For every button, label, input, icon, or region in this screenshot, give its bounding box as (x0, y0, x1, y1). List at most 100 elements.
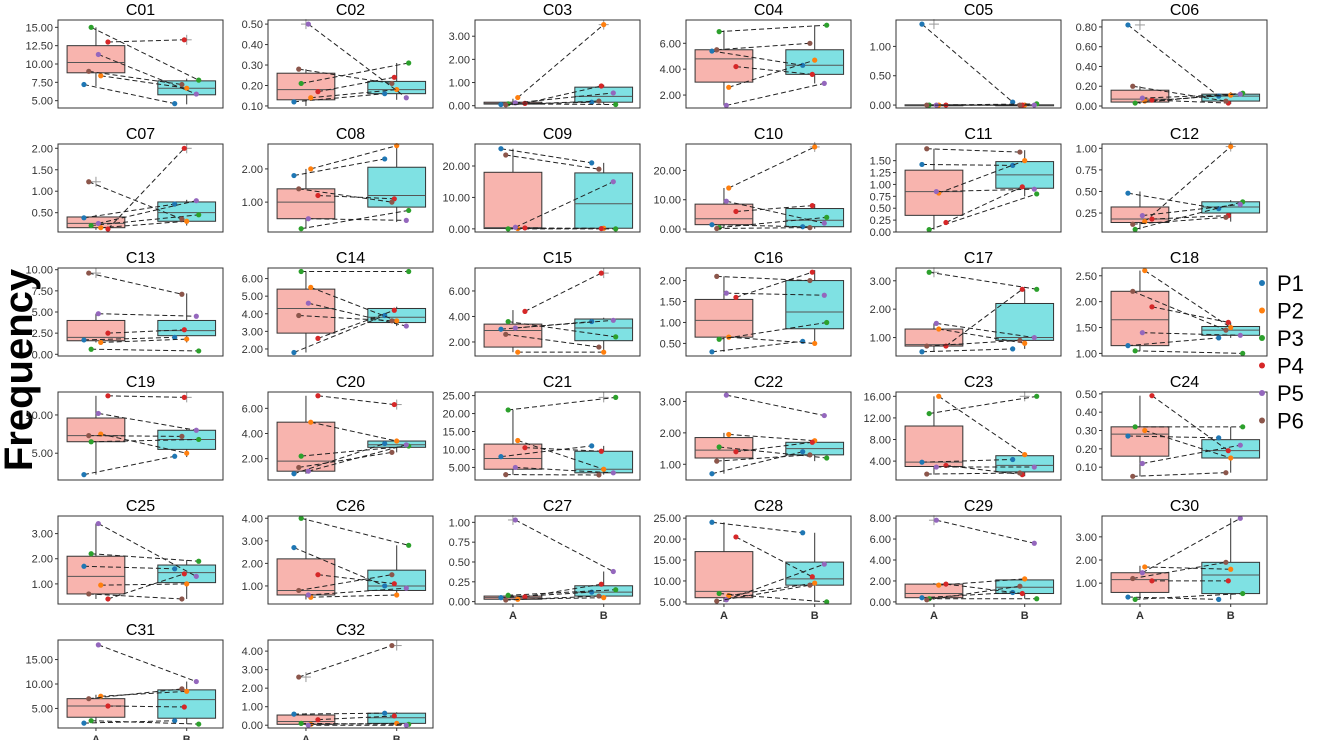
pair-line-p3 (508, 589, 616, 596)
point-p3-b (406, 60, 412, 66)
box-b (367, 166, 427, 208)
y-tick-label: 2.00 (242, 683, 263, 695)
y-tick-label: 10.00 (442, 444, 470, 456)
point-p3-b (406, 207, 412, 214)
point-p2-a (98, 73, 104, 79)
point-p5-a (95, 51, 101, 58)
y-tick-label: 0.50 (1076, 389, 1097, 401)
pair-line-p3 (719, 216, 827, 229)
pair-line-p1 (1127, 24, 1220, 97)
point-p3-a (298, 515, 304, 521)
pair-line-p1 (293, 93, 385, 103)
point-p5-b (1031, 540, 1037, 546)
y-tick-label: 8.00 (870, 435, 891, 447)
box-a (483, 443, 543, 470)
point-p1-b (800, 530, 806, 536)
point-p2-b (184, 450, 190, 456)
panel-title: C30 (1170, 498, 1199, 515)
pair-line-p1 (293, 158, 385, 177)
panel-c08: C08 2.00 1.00 (242, 126, 434, 233)
point-p3-b (1240, 424, 1246, 430)
panel-title: C12 (1170, 126, 1199, 143)
box-b (157, 689, 217, 719)
point-p2-b (394, 592, 400, 598)
panel-c01: C01 15.00 12.50 10.00 7.50 5.00 (25, 2, 224, 109)
point-p3-b (1240, 350, 1246, 357)
point-p1-a (498, 595, 504, 601)
legend-item-p6: P6 (1259, 409, 1304, 434)
box-b (574, 86, 634, 103)
point-p1-a (919, 349, 925, 355)
y-tick-label: 6.00 (870, 534, 891, 546)
point-p5-a (95, 520, 101, 527)
point-p1-b (800, 62, 806, 68)
point-p5-a (933, 517, 939, 523)
panel-title: C29 (964, 498, 993, 515)
panel-frame (895, 267, 1062, 357)
panel-c31: C31 15.00 10.00 5.00 A B (25, 622, 224, 740)
point-p3-b (824, 319, 830, 326)
legend-swatch (1259, 390, 1265, 396)
y-tick-label: 0.00 (660, 224, 681, 236)
point-p5-a (305, 216, 311, 222)
point-p1-b (1010, 162, 1016, 169)
point-p4-a (315, 192, 321, 199)
point-p3-b (196, 558, 202, 564)
pair-line-p4 (1151, 99, 1229, 104)
pair-line-p6 (1132, 290, 1227, 331)
y-tick-label: 4.00 (449, 311, 470, 323)
point-p2-b (184, 336, 190, 342)
panel-c04: C04 6.00 4.00 2.00 (660, 2, 852, 109)
point-p2-a (726, 84, 732, 90)
y-tick-label: 20.00 (442, 409, 470, 421)
pair-line-p6 (926, 472, 1020, 475)
y-tick-label: 6.00 (242, 274, 263, 286)
point-p1-a (291, 172, 297, 179)
point-p3-a (1132, 100, 1138, 106)
point-p5-a (512, 464, 518, 471)
panel-title: C32 (336, 622, 365, 639)
point-p3-b (1034, 596, 1040, 602)
box-a (694, 49, 754, 83)
pair-line-p5 (1142, 444, 1241, 464)
panel-frame (1101, 19, 1268, 109)
pair-line-p5 (98, 54, 197, 95)
panel-c18: C18 2.50 2.00 1.50 1.00 (1076, 250, 1268, 360)
pair-line-p6 (88, 272, 183, 295)
y-tick-label: 10.00 (442, 192, 470, 204)
point-p1-b (382, 710, 388, 716)
point-p2-a (308, 95, 314, 101)
y-tick-label: 1.50 (1076, 323, 1097, 335)
point-p1-a (81, 337, 87, 343)
x-tick-label: B (811, 610, 819, 622)
y-tick-label: 10.00 (653, 576, 681, 588)
panel-title: C22 (754, 374, 783, 391)
point-p1-a (498, 454, 504, 460)
y-tick-label: 5.00 (32, 307, 53, 319)
point-p6-b (1017, 149, 1023, 155)
panel-c28: C28 25.00 20.00 15.00 10.00 5.00 A B (653, 498, 852, 622)
pair-line-p2 (728, 433, 815, 442)
box-a (483, 171, 543, 230)
point-p2-b (184, 85, 190, 91)
point-p5-b (821, 220, 827, 226)
pair-line-p2 (1144, 146, 1232, 223)
y-axis-label: Frequency (0, 268, 41, 471)
panel-frame (895, 19, 1062, 109)
point-p1-a (919, 595, 925, 601)
pair-line-p4 (107, 147, 185, 230)
y-tick-label: 0.20 (242, 80, 263, 92)
point-p4-b (598, 581, 604, 587)
point-p5-a (723, 290, 729, 296)
pair-line-p1 (921, 23, 1014, 103)
point-p5-a (512, 517, 518, 523)
point-p5-a (1139, 213, 1145, 219)
point-p2-b (394, 438, 400, 444)
point-p6-b (1223, 98, 1229, 104)
point-p6-a (86, 68, 92, 74)
point-p4-b (809, 574, 815, 580)
point-p3-b (1034, 393, 1040, 399)
y-tick-label: 0.40 (1076, 61, 1097, 73)
panel-title: C09 (543, 126, 572, 143)
point-p1-a (1125, 343, 1131, 349)
